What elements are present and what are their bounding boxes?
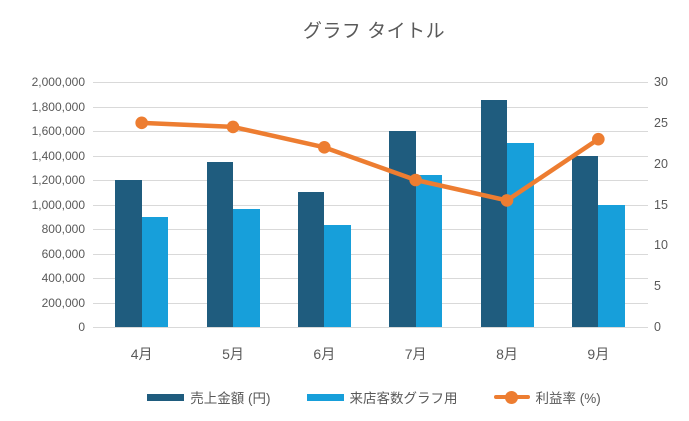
y-axis-tick-label-right: 10 [654, 238, 668, 253]
gridline [93, 82, 648, 83]
y-axis-tick-label-left: 1,400,000 [31, 148, 85, 163]
legend-item-sales: 売上金額 (円) [147, 387, 271, 407]
profit-line-marker [135, 116, 148, 130]
y-axis-tick-label-right: 0 [654, 320, 661, 334]
profit-legend-label: 利益率 (%) [535, 391, 601, 406]
profit-series-line-swatch [493, 390, 530, 404]
gridline [93, 180, 648, 181]
gridline [93, 278, 648, 279]
sales-bar [571, 155, 599, 327]
x-axis-tick-label: 9月 [587, 346, 610, 362]
y-axis-tick-label-left: 1,000,000 [31, 197, 85, 212]
legend: 売上金額 (円) 来店客数グラフ用 利益率 (%) [96, 387, 652, 407]
x-axis-line [93, 327, 648, 328]
y-axis-tick-label-left: 1,600,000 [31, 124, 85, 138]
legend-item-profit: 利益率 (%) [493, 387, 601, 407]
profit-line-swatch-marker [505, 390, 518, 404]
sales-bar [297, 192, 325, 327]
visitors-bar [598, 204, 625, 327]
sales-bar [389, 131, 416, 327]
x-axis-tick-label: 4月 [130, 346, 153, 362]
y-axis-tick-label-left: 1,200,000 [31, 173, 85, 187]
gridline [93, 155, 648, 157]
x-axis-tick-label: 7月 [404, 346, 427, 362]
y-axis-tick-label-left: 1,800,000 [31, 99, 85, 114]
legend-item-visitors: 来店客数グラフ用 [306, 387, 458, 407]
x-axis-tick-label: 8月 [496, 346, 518, 362]
y-axis-tick-label-left: 600,000 [41, 246, 85, 261]
visitors-series-swatch [306, 393, 344, 401]
y-axis-tick-label-left: 200,000 [41, 295, 85, 310]
sales-bar [480, 100, 507, 327]
gridline [93, 229, 648, 230]
sales-series-swatch [147, 393, 185, 401]
y-axis-tick-label-right: 5 [654, 279, 661, 294]
gridline [93, 131, 648, 132]
profit-line-marker [318, 141, 331, 154]
visitors-bar [141, 216, 169, 327]
y-axis-tick-label-left: 2,000,000 [31, 75, 85, 89]
profit-line-marker [592, 132, 605, 146]
y-axis-tick-label-left: 800,000 [41, 222, 85, 236]
y-axis-tick-label-right: 25 [654, 115, 668, 130]
sales-legend-label: 売上金額 (円) [190, 391, 271, 406]
visitors-bar [233, 209, 260, 327]
y-axis-tick-label-right: 20 [654, 156, 668, 171]
x-axis-tick-label: 5月 [222, 346, 244, 362]
visitors-bar [324, 225, 351, 327]
gridline [93, 253, 648, 255]
y-axis-tick-label-right: 30 [654, 75, 668, 89]
visitors-bar [507, 143, 534, 327]
gridline [93, 204, 648, 206]
y-axis-tick-label-left: 400,000 [41, 271, 85, 285]
sales-bar [206, 161, 233, 327]
y-axis-tick-label-right: 15 [654, 197, 668, 212]
y-axis-tick-label-left: 0 [78, 320, 85, 334]
chart-title: グラフ タイトル [302, 21, 446, 42]
gridline [93, 302, 648, 304]
x-axis-tick-label: 6月 [313, 346, 336, 362]
visitors-bar [415, 175, 443, 327]
visitors-legend-label: 来店客数グラフ用 [349, 391, 458, 406]
sales-bar [115, 180, 142, 327]
gridline [93, 106, 648, 108]
